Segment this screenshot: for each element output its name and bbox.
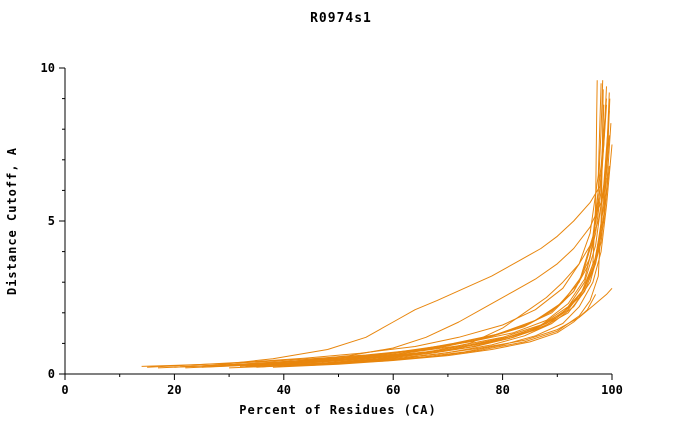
series-line xyxy=(201,92,610,368)
series-line xyxy=(141,80,604,367)
y-tick-label: 5 xyxy=(48,214,55,228)
series-line xyxy=(245,80,598,368)
x-tick-label: 40 xyxy=(277,383,291,397)
series-line xyxy=(207,98,611,368)
chart-title: R0974s1 xyxy=(310,11,372,26)
x-tick-label: 0 xyxy=(61,383,68,397)
series-line xyxy=(272,294,597,368)
y-tick-label: 0 xyxy=(48,367,55,381)
series-line xyxy=(239,135,610,367)
y-axis-label: Distance Cutoff, A xyxy=(5,147,19,295)
y-tick-label: 10 xyxy=(41,61,55,75)
x-tick-label: 100 xyxy=(601,383,623,397)
series-line xyxy=(261,165,610,368)
axes: 0 20 40 60 80 100 0 5 10 xyxy=(41,61,623,397)
x-axis-label: Percent of Residues (CA) xyxy=(239,403,436,417)
series-line xyxy=(185,110,610,369)
x-tick-label: 60 xyxy=(386,383,400,397)
series-line xyxy=(229,178,607,366)
plot-series xyxy=(141,80,613,369)
series-line xyxy=(250,159,607,367)
series-line xyxy=(179,116,606,368)
series-line xyxy=(283,123,612,367)
series-line xyxy=(147,83,602,368)
series-line xyxy=(223,104,605,367)
series-line xyxy=(218,104,607,366)
x-tick-label: 20 xyxy=(167,383,181,397)
series-line xyxy=(311,144,613,366)
x-tick-label: 80 xyxy=(495,383,509,397)
